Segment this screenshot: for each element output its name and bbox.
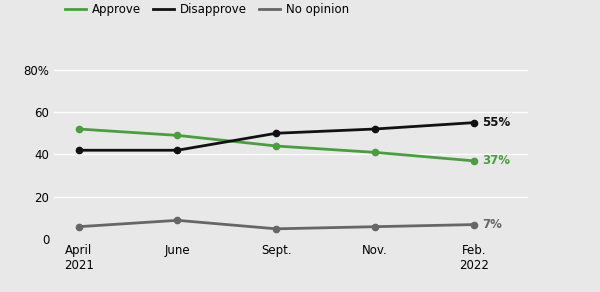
Text: 7%: 7%	[482, 218, 502, 231]
Legend: Approve, Disapprove, No opinion: Approve, Disapprove, No opinion	[60, 0, 353, 21]
Text: 37%: 37%	[482, 154, 510, 167]
Text: 55%: 55%	[482, 116, 510, 129]
